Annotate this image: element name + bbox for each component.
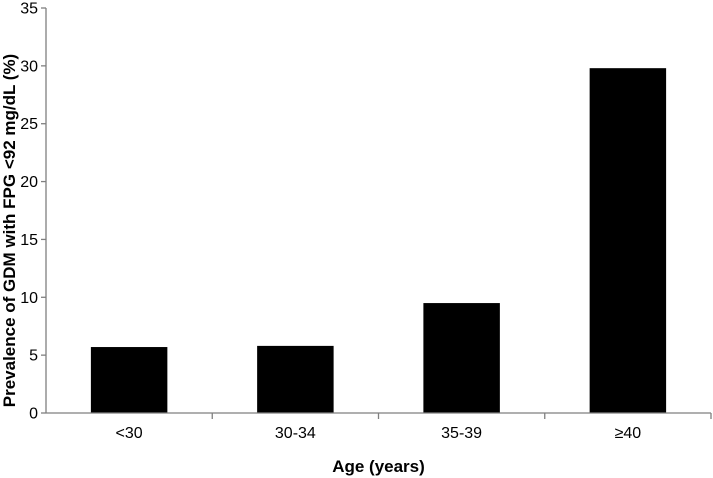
- y-tick-label: 25: [20, 116, 38, 133]
- x-tick-label: 30-34: [275, 425, 316, 442]
- y-tick-label: 5: [29, 348, 38, 365]
- x-tick-label: 35-39: [441, 425, 482, 442]
- x-axis-title: Age (years): [332, 457, 425, 476]
- bar-4: [589, 68, 667, 414]
- y-tick-label: 0: [29, 406, 38, 423]
- bar-2: [257, 345, 334, 413]
- y-tick-label: 30: [20, 58, 38, 75]
- x-ticks-group: <30 30-34 35-39 ≥40: [116, 413, 712, 442]
- bar-3: [423, 303, 500, 413]
- y-tick-label: 35: [20, 1, 38, 18]
- y-ticks-group: 0 5 10 15 20 25 30 35: [20, 1, 46, 423]
- y-axis-title: Prevalence of GDM with FPG <92 mg/dL (%): [0, 54, 19, 407]
- x-tick-label: ≥40: [615, 425, 642, 442]
- x-tick-label: <30: [116, 425, 143, 442]
- y-tick-label: 20: [20, 174, 38, 191]
- bars-group: [90, 68, 667, 414]
- y-tick-label: 10: [20, 290, 38, 307]
- bar-1: [90, 347, 168, 413]
- y-tick-label: 15: [20, 232, 38, 249]
